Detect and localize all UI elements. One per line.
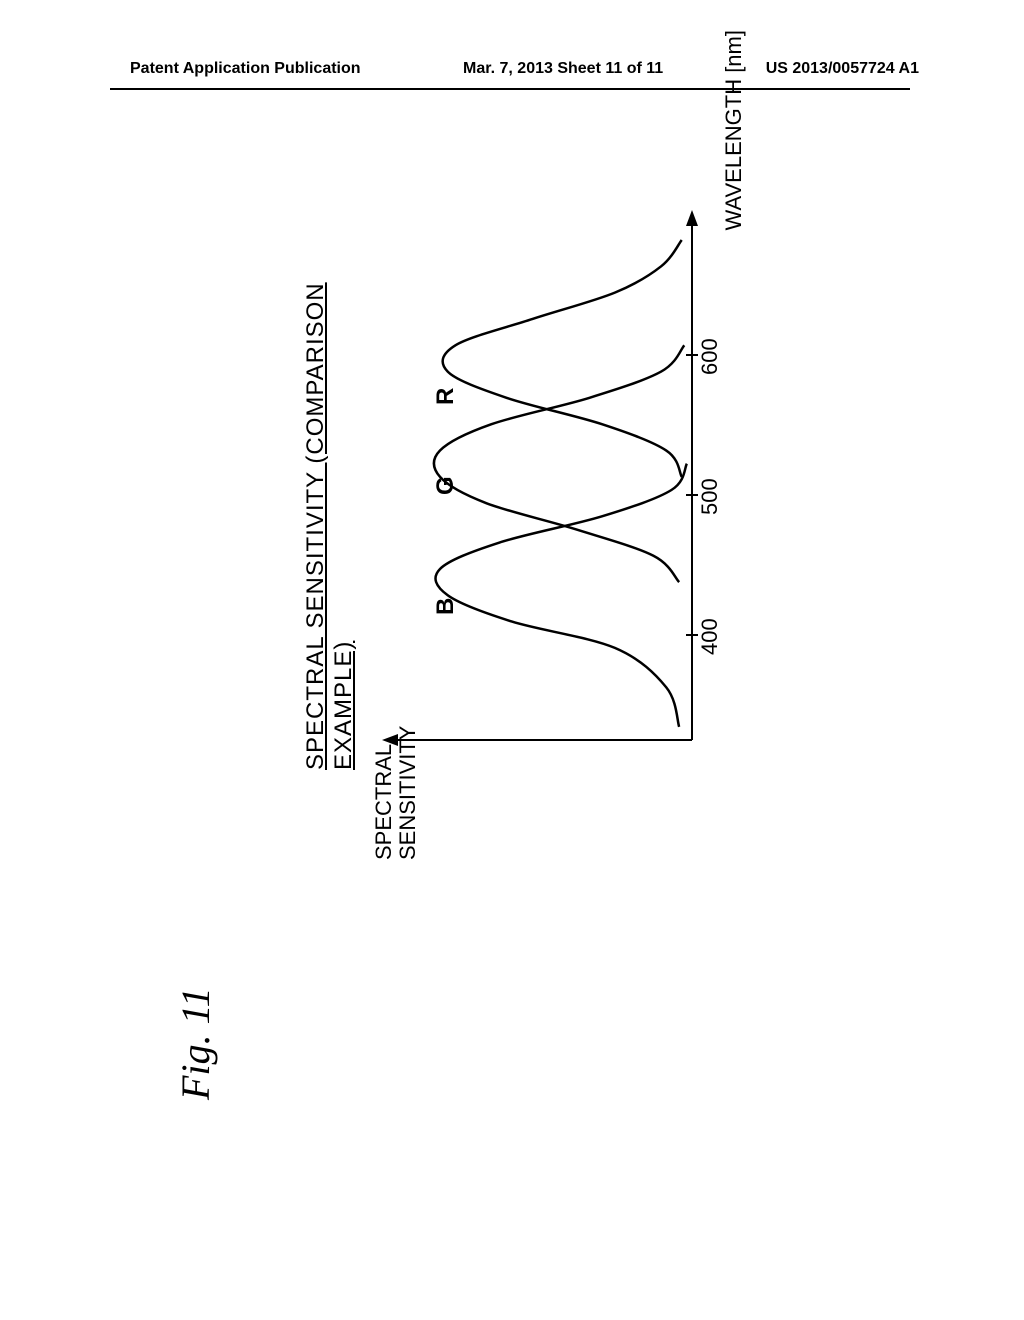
spectral-sensitivity-chart: SPECTRAL SENSITIVITY WAVELENGTH [nm] B G… xyxy=(362,230,742,790)
figure-number-label: Fig. 11 xyxy=(172,987,219,1100)
series-label-r: R xyxy=(432,388,460,405)
series-label-g: G xyxy=(432,476,460,495)
xtick-600: 600 xyxy=(697,338,723,375)
header-right: US 2013/0057724 A1 xyxy=(766,60,919,78)
xtick-400: 400 xyxy=(697,618,723,655)
y-axis-label: SPECTRAL SENSITIVITY xyxy=(372,726,420,860)
page-header: Patent Application Publication Mar. 7, 2… xyxy=(0,60,1024,78)
header-left: Patent Application Publication xyxy=(130,60,361,78)
figure-rotated-container: Fig. 11 SPECTRAL SENSITIVITY (COMPARISON… xyxy=(162,160,862,1160)
header-rule xyxy=(110,88,910,90)
y-axis-label-line1: SPECTRAL xyxy=(371,744,396,860)
chart-title: SPECTRAL SENSITIVITY (COMPARISON EXAMPLE… xyxy=(302,160,358,770)
x-axis-label: WAVELENGTH [nm] xyxy=(721,30,747,230)
header-center: Mar. 7, 2013 Sheet 11 of 11 xyxy=(463,60,663,78)
y-axis-label-line2: SENSITIVITY xyxy=(395,726,420,860)
xtick-500: 500 xyxy=(697,478,723,515)
chart-svg xyxy=(362,230,722,790)
series-label-b: B xyxy=(432,598,460,615)
